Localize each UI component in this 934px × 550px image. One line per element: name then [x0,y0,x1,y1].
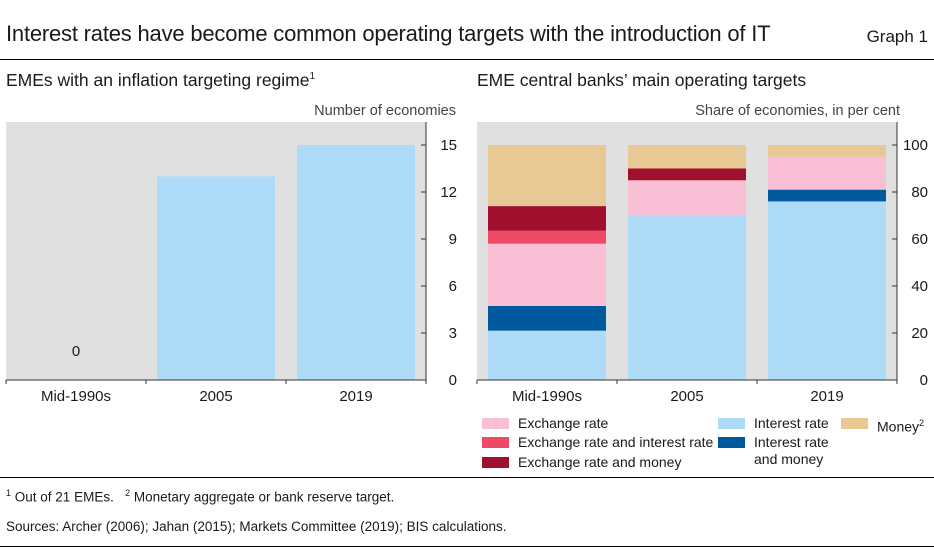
y-tick-label-2: 40 [911,278,928,295]
y-tick-label-4: 80 [911,184,928,201]
bar-segment-interest_rate-1 [628,215,746,380]
x-tick-label-2: 2019 [810,388,843,405]
x-tick-label-1: 2005 [199,388,232,405]
legend-label-exchange_rate: Exchange rate [518,415,609,431]
bar-segment-exchange_rate_and_money-1 [628,168,746,181]
legend-item-interest_rate: Interest rate [718,415,829,432]
graph-number: Graph 1 [866,27,928,46]
legend-footnote-money: 2 [919,418,925,428]
bar-segment-interest_rate_and_money-2 [768,189,886,202]
right-panel-unit: Share of economies, in per cent [695,103,900,119]
y-tick-label-5: 15 [440,137,457,154]
x-tick-label-1: 2005 [670,388,703,405]
legend-swatch-exchange_rate_and_interest_rate [482,437,509,448]
page-title: Interest rates have become common operat… [6,21,771,46]
header-divider [0,59,934,60]
sources: Sources: Archer (2006); Jahan (2015); Ma… [6,519,507,534]
left-panel-unit: Number of economies [314,103,456,119]
bar-segment-exchange_rate_and_interest_rate-0 [488,230,606,244]
legend-swatch-exchange_rate [482,418,509,429]
legend-swatch-interest_rate [718,418,745,429]
y-tick-label-2: 6 [449,278,457,295]
legend-swatch-exchange_rate_and_money [482,457,509,468]
x-tick-label-0: Mid-1990s [41,388,111,405]
bottom-divider [0,546,934,547]
y-tick-label-0: 0 [920,372,928,389]
data-label-0: 0 [72,343,80,360]
bar-segment-exchange_rate-1 [628,180,746,216]
bar-segment-interest_rate-0 [488,330,606,380]
y-tick-label-4: 12 [440,184,457,201]
bar-segment-money-0 [488,145,606,207]
footnote-1-text: Out of 21 EMEs. [14,489,114,505]
y-tick-label-3: 60 [911,231,928,248]
bar-segment-exchange_rate_and_money-0 [488,206,606,231]
legend-swatch-interest_rate_and_money [718,437,745,448]
footnote-1-marker: 1 [6,488,12,498]
legend-item-exchange_rate: Exchange rate [482,415,608,432]
footnote-2-marker: 2 [125,488,131,498]
legend-label-interest_rate: Interest rate [754,415,829,431]
legend-item-money: Money2 [841,415,924,436]
y-tick-label-5: 100 [903,137,928,154]
left-panel-title-text: EMEs with an inflation targeting regime [6,70,310,90]
bar-segment-exchange_rate-2 [768,156,886,190]
y-tick-label-3: 9 [449,231,457,248]
legend-label-money: Money2 [877,418,925,435]
legend-item-exchange_rate_and_interest_rate: Exchange rate and interest rate [482,434,713,451]
footnote-2-text: Monetary aggregate or bank reserve targe… [133,489,395,505]
right-panel-title: EME central banks’ main operating target… [477,70,807,90]
left-panel-title-footnote: 1 [309,71,316,83]
bar-2 [297,145,415,380]
bar-1 [157,176,275,380]
bar-segment-interest_rate-2 [768,201,886,380]
legend-label-exchange_rate_and_interest_rate: Exchange rate and interest rate [518,434,714,450]
left-panel-title: EMEs with an inflation targeting regime1 [6,70,315,91]
legend-item-interest_rate_and_money: Interest rate and money [718,434,854,468]
bar-segment-money-2 [768,145,886,157]
y-tick-label-1: 20 [911,325,928,342]
y-tick-label-1: 3 [449,325,457,342]
legend-swatch-money [841,418,868,429]
x-tick-label-2: 2019 [339,388,372,405]
bar-segment-exchange_rate-0 [488,243,606,306]
legend-label-exchange_rate_and_money: Exchange rate and money [518,454,682,470]
bar-segment-money-1 [628,145,746,169]
legend-item-exchange_rate_and_money: Exchange rate and money [482,454,681,471]
x-tick-label-0: Mid-1990s [512,388,582,405]
footnote-divider [0,477,934,478]
footnotes: 1 Out of 21 EMEs. 2 Monetary aggregate o… [6,488,394,505]
legend-label-interest_rate_and_money: Interest rate and money [754,434,829,467]
bar-segment-interest_rate_and_money-0 [488,305,606,331]
y-tick-label-0: 0 [449,372,457,389]
